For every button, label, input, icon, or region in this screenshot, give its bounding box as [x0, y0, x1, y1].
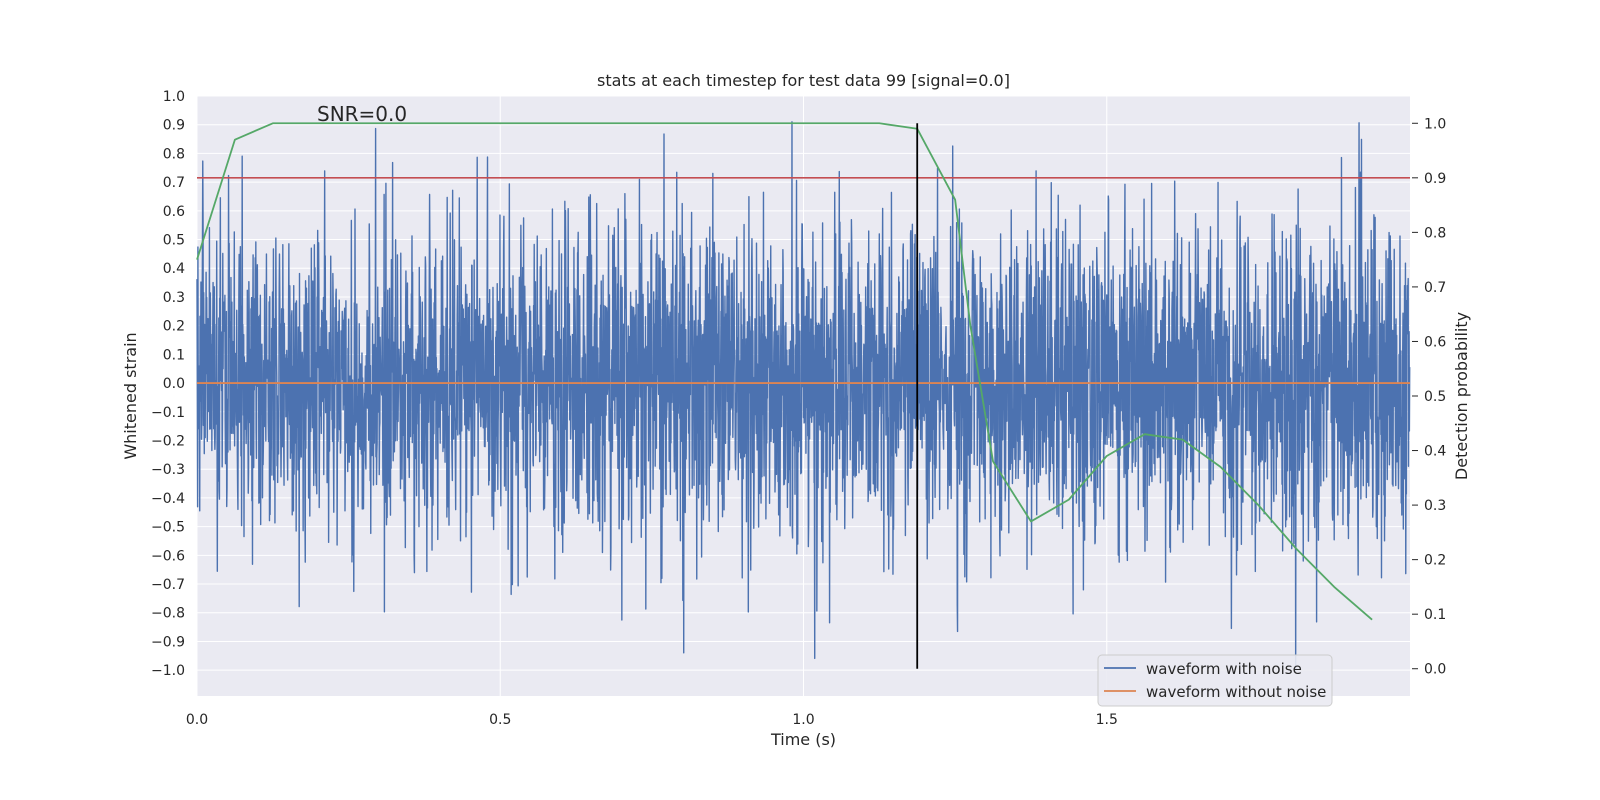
y-right-tick-label-0: 1.0: [1424, 116, 1446, 132]
y-tick-label-1: 0.9: [163, 118, 185, 134]
y-tick-label-2: 0.8: [163, 146, 185, 162]
x-tick-label-3: 1.5: [1096, 712, 1118, 728]
y-right-tick-label-6: 0.4: [1424, 444, 1446, 460]
detection-probability-line: [196, 122, 1373, 621]
y-right-tick-label-10: 0.0: [1424, 662, 1446, 678]
legend-box: [1097, 654, 1333, 707]
y-tick-label-12: −0.2: [151, 433, 185, 449]
y-tick-label-4: 0.6: [163, 204, 185, 220]
x-tick-label-1: 0.5: [489, 712, 511, 728]
y-tick-label-17: −0.7: [151, 577, 185, 593]
chart-title: stats at each timestep for test data 99 …: [597, 71, 1010, 90]
legend-label-clean: waveform without noise: [1146, 683, 1326, 701]
y-right-tick-label-3: 0.7: [1424, 280, 1446, 296]
series-layer: [196, 121, 1411, 671]
y-right-tick-label-2: 0.8: [1424, 225, 1446, 241]
y-tick-label-8: 0.2: [163, 319, 185, 335]
y-right-tick-label-4: 0.6: [1424, 334, 1446, 350]
y-right-tick-label-5: 0.5: [1424, 389, 1446, 405]
x-tick-label-0: 0.0: [186, 712, 208, 728]
y-right-tick-label-9: 0.1: [1424, 607, 1446, 623]
legend-label-noise: waveform with noise: [1146, 660, 1302, 678]
y-right-tick-label-8: 0.2: [1424, 553, 1446, 569]
snr-annotation: SNR=0.0: [317, 102, 407, 126]
y-tick-label-11: −0.1: [151, 405, 185, 421]
y-right-tick-label-1: 0.9: [1424, 171, 1446, 187]
y-right-tick-label-7: 0.3: [1424, 498, 1446, 514]
axes-layer: 1.0 0.9 0.8 0.7 0.6 0.5 0.4 0.3 0.2 0.1 0.0 −0.1 −0.…: [151, 89, 1446, 728]
x-axis-label: Time (s): [770, 730, 836, 749]
y-tick-label-5: 0.5: [163, 233, 185, 249]
y-tick-label-13: −0.3: [151, 462, 185, 478]
noise-waveform-line: [196, 121, 1411, 671]
y-tick-label-6: 0.4: [163, 261, 185, 277]
y-tick-label-10: 0.0: [163, 376, 185, 392]
y-tick-label-7: 0.3: [163, 290, 185, 306]
y-tick-label-9: 0.1: [163, 347, 185, 363]
legend: waveform with noise waveform without noi…: [1097, 654, 1333, 707]
y-tick-label-15: −0.5: [151, 520, 185, 536]
y-tick-label-18: −0.8: [151, 606, 185, 622]
y-tick-label-3: 0.7: [163, 175, 185, 191]
y-right-axis-label: Detection probability: [1452, 312, 1471, 480]
y-axis-label: Whitened strain: [121, 332, 140, 459]
x-tick-label-2: 1.0: [792, 712, 814, 728]
y-tick-label-0: 1.0: [163, 89, 185, 105]
y-tick-label-16: −0.6: [151, 548, 185, 564]
y-tick-label-19: −0.9: [151, 634, 185, 650]
y-tick-label-14: −0.4: [151, 491, 185, 507]
y-tick-label-20: −1.0: [151, 663, 185, 679]
